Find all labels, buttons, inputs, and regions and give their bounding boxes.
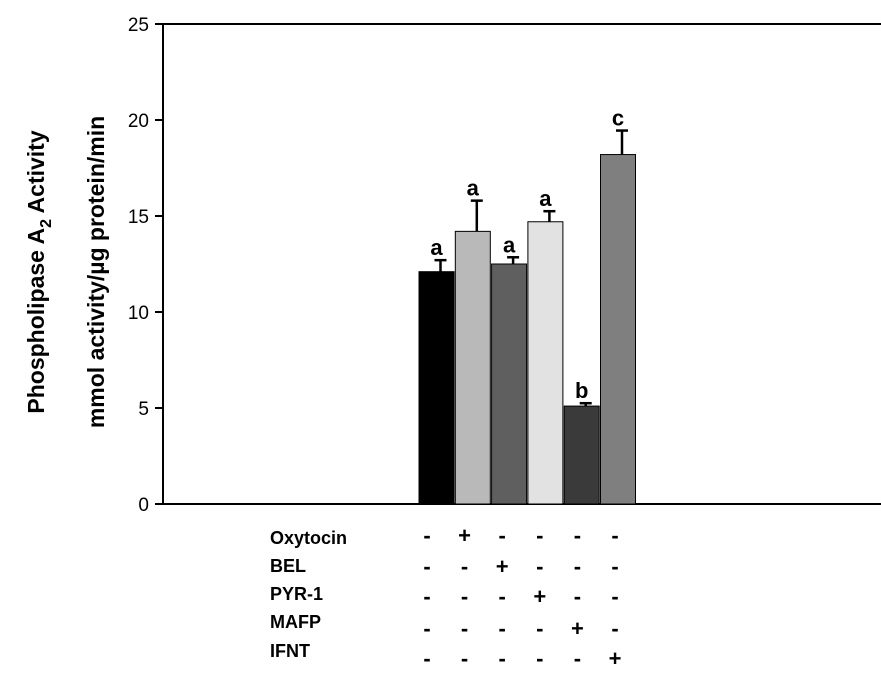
significance-letter: a [430,235,443,260]
significance-letter: a [467,176,480,201]
significance-letter: a [539,186,552,211]
treatment-row-label: Oxytocin [270,528,347,548]
y-axis-label-tail: Activity [23,130,49,219]
treatment-sign: + [458,523,471,548]
treatment-sign: - [461,646,468,671]
treatment-sign: - [423,554,430,579]
y-tick-label: 15 [128,207,149,228]
y-axis-label-line1: Phospholipase A2 Activity [23,130,55,413]
treatment-row-label: PYR-1 [270,584,323,604]
y-tick-label: 0 [138,495,149,516]
y-axis-label-main: Phospholipase A [23,228,49,414]
treatment-sign: - [536,523,543,548]
treatment-sign: - [461,584,468,609]
treatment-row-label: BEL [270,556,306,576]
treatment-sign: - [499,584,506,609]
treatment-sign: + [496,554,509,579]
treatment-sign: - [499,646,506,671]
bar [563,405,600,505]
y-axis-label-line2: mmol activity/µg protein/min [83,116,109,428]
y-tick-label: 20 [128,111,149,132]
treatment-sign: - [423,616,430,641]
treatment-sign: - [423,523,430,548]
y-axis-label-subscript: 2 [38,219,55,228]
treatment-sign: - [611,616,618,641]
treatment-sign: - [574,523,581,548]
bar [491,263,528,505]
significance-letter: c [612,106,624,131]
treatment-sign: - [499,616,506,641]
treatment-sign: - [574,584,581,609]
bar [418,271,455,505]
bar [527,221,564,505]
treatment-sign: + [609,646,622,671]
treatment-sign: - [499,523,506,548]
treatment-sign: - [611,523,618,548]
treatment-sign: - [536,554,543,579]
y-axis-label: Phospholipase A2 Activity mmol activity/… [23,116,109,428]
treatment-sign: - [461,616,468,641]
y-tick-label: 10 [128,303,149,324]
y-tick-label: 5 [138,399,149,420]
significance-letter: a [503,232,516,257]
treatment-sign: - [536,616,543,641]
treatment-sign: - [574,646,581,671]
treatment-sign: + [533,584,546,609]
treatment-sign: - [611,584,618,609]
treatment-sign: - [423,584,430,609]
significance-letter: b [575,378,588,403]
treatment-sign: + [571,616,584,641]
treatment-sign: - [574,554,581,579]
treatment-sign: - [611,554,618,579]
treatment-table: Oxytocin BEL PYR-1 MAFP IFNT - + - - - - - - + - - - - - - +… [270,523,621,671]
bar [454,230,491,505]
y-tick-label: 25 [128,15,149,36]
treatment-row-label: MAFP [270,612,321,632]
treatment-sign: - [536,646,543,671]
bar [600,154,636,505]
treatment-sign: - [423,646,430,671]
treatment-row-label: IFNT [270,641,310,661]
treatment-sign: - [461,554,468,579]
